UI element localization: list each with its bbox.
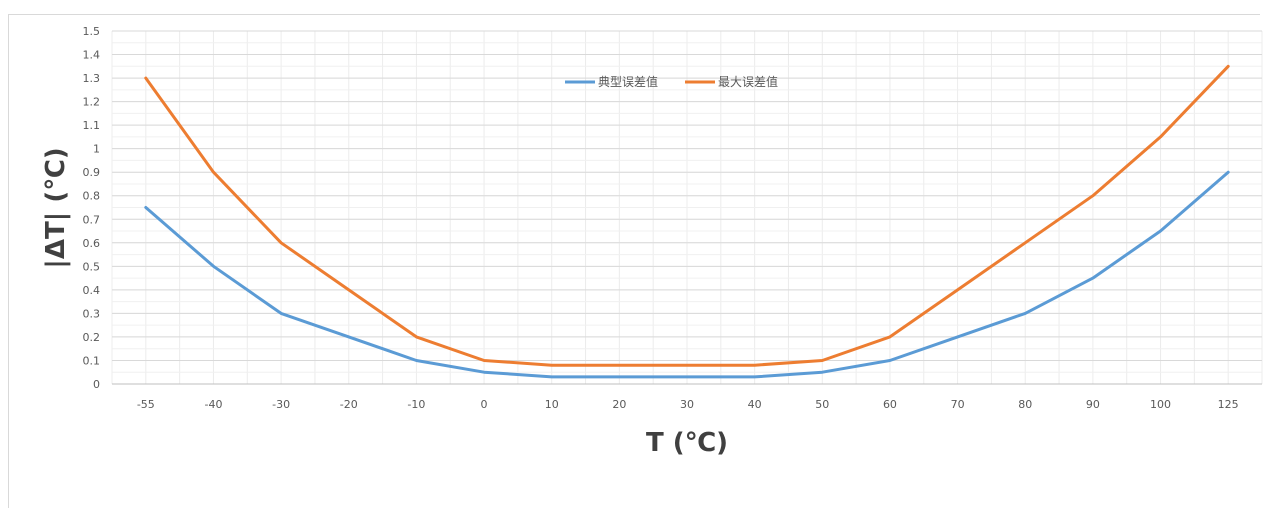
- x-tick-label: 60: [883, 398, 897, 411]
- x-tick-label: -30: [272, 398, 290, 411]
- y-tick-label: 0.3: [83, 307, 101, 320]
- y-tick-label: 0.8: [83, 190, 101, 203]
- y-tick-label: 1.3: [83, 72, 101, 85]
- x-tick-label: 30: [680, 398, 694, 411]
- legend-label: 典型误差值: [598, 74, 658, 89]
- x-axis-title: T (℃): [646, 428, 728, 458]
- y-tick-label: 0.4: [83, 284, 101, 297]
- x-tick-label: 40: [748, 398, 762, 411]
- x-tick-label: 50: [815, 398, 829, 411]
- x-tick-label: 70: [951, 398, 965, 411]
- y-tick-label: 0.9: [83, 166, 101, 179]
- x-tick-label: -40: [204, 398, 222, 411]
- x-tick-label: 0: [481, 398, 488, 411]
- x-tick-label: -55: [137, 398, 155, 411]
- x-tick-label: 10: [545, 398, 559, 411]
- x-tick-label: -10: [407, 398, 425, 411]
- x-tick-label: 125: [1218, 398, 1239, 411]
- y-tick-label: 0: [93, 378, 100, 391]
- series-line: [144, 170, 1230, 379]
- x-tick-labels: -55 -40 -30 -20 -10 0 10 20 30 40 50 60 70 80 90 100 125: [137, 398, 1239, 411]
- legend: 典型误差值 最大误差值: [565, 74, 778, 89]
- y-tick-label: 1.1: [83, 119, 101, 132]
- y-tick-labels: 0 0.1 0.2 0.3 0.4 0.5 0.6 0.7 0.8 0.9 1 1.1 1.2 1.3 1.…: [83, 25, 101, 391]
- series-line: [144, 64, 1230, 367]
- y-tick-label: 1.4: [83, 49, 101, 62]
- x-tick-label: 90: [1086, 398, 1100, 411]
- y-tick-label: 0.1: [83, 354, 101, 367]
- minor-gridlines: [111, 30, 1263, 385]
- y-tick-label: 0.5: [83, 260, 101, 273]
- series-lines: [144, 64, 1230, 379]
- major-gridlines: [112, 30, 1262, 385]
- legend-label: 最大误差值: [718, 74, 778, 89]
- y-tick-label: 1.2: [83, 96, 101, 109]
- y-axis-title: |ΔT| (℃): [41, 147, 71, 268]
- chart-frame: [8, 14, 1260, 508]
- x-tick-label: 100: [1150, 398, 1171, 411]
- x-tick-label: 20: [612, 398, 626, 411]
- x-tick-label: 80: [1018, 398, 1032, 411]
- y-tick-label: 1.5: [83, 25, 101, 38]
- x-tick-label: -20: [340, 398, 358, 411]
- y-tick-label: 0.6: [83, 237, 101, 250]
- y-tick-label: 0.2: [83, 331, 101, 344]
- y-tick-label: 0.7: [83, 213, 101, 226]
- y-tick-label: 1: [93, 143, 100, 156]
